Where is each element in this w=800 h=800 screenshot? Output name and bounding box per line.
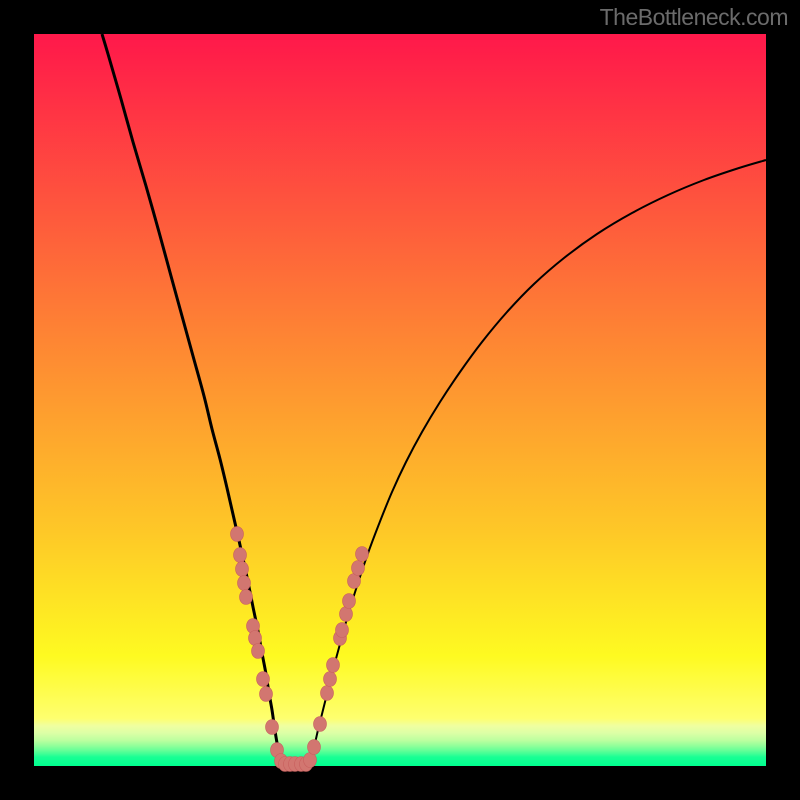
- marker-point: [343, 594, 356, 609]
- marker-point: [266, 720, 279, 735]
- marker-point: [352, 561, 365, 576]
- marker-point: [327, 658, 340, 673]
- curve-right: [308, 160, 766, 766]
- marker-point: [231, 527, 244, 542]
- marker-point: [238, 576, 251, 591]
- plot-area: [34, 34, 766, 766]
- marker-point: [340, 607, 353, 622]
- watermark-text: TheBottleneck.com: [600, 4, 788, 31]
- marker-point: [336, 623, 349, 638]
- marker-point: [324, 672, 337, 687]
- marker-point: [356, 547, 369, 562]
- marker-point: [252, 644, 265, 659]
- marker-point: [236, 562, 249, 577]
- v-curve-svg: [34, 34, 766, 766]
- marker-point: [234, 548, 247, 563]
- scatter-markers: [231, 527, 369, 772]
- marker-point: [249, 631, 262, 646]
- marker-point: [240, 590, 253, 605]
- marker-point: [308, 740, 321, 755]
- marker-point: [260, 687, 273, 702]
- marker-point: [257, 672, 270, 687]
- marker-point: [321, 686, 334, 701]
- curve-left: [102, 34, 308, 766]
- marker-point: [314, 717, 327, 732]
